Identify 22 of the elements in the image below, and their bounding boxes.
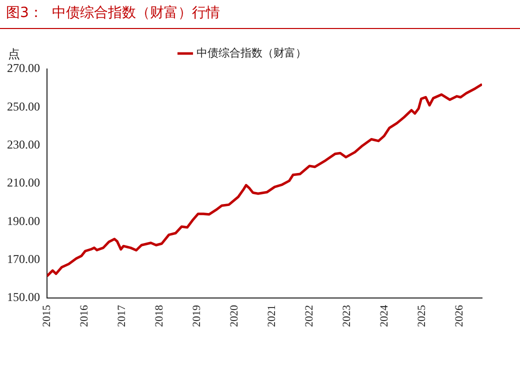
x-tick-label: 2016 [78,304,90,327]
x-tick-label: 2017 [116,304,128,327]
x-tick-label: 2015 [40,304,53,327]
y-tick-label: 150.00 [7,290,40,304]
x-tick-label: 2026 [453,304,466,327]
y-tick-label: 230.00 [7,137,40,152]
y-tick-label: 270.00 [7,61,40,76]
chart-title: 图3： 中债综合指数（财富）行情 [6,4,220,22]
x-tick-label: 2019 [190,304,203,327]
x-tick-label: 2025 [416,304,428,327]
legend-label: 中债综合指数（财富） [196,46,306,60]
x-tick-label: 2020 [228,304,240,327]
y-tick-label: 250.00 [7,99,40,114]
y-tick-label: 170.00 [7,252,40,266]
y-axis-title: 点 [8,47,20,62]
x-tick-label: 2023 [340,304,353,327]
x-tick-label: 2021 [266,305,278,327]
x-tick-label: 2022 [303,305,316,327]
x-tick-label: 2024 [378,304,390,327]
y-tick-label: 210.00 [7,176,40,190]
y-tick-label: 190.00 [7,214,40,228]
x-tick-label: 2018 [153,304,166,327]
